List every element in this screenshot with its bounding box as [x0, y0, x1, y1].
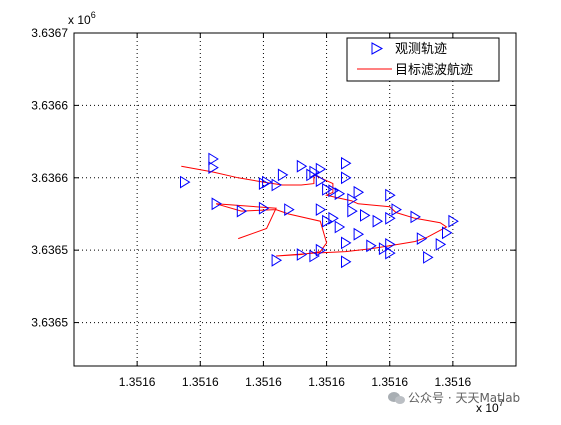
- legend-label-observed: 观测轨迹: [395, 41, 447, 56]
- observed-point: [378, 242, 390, 256]
- observed-point: [211, 197, 223, 211]
- observed-point: [309, 249, 320, 263]
- observed-point: [410, 210, 421, 224]
- observed-point: [296, 248, 308, 261]
- observed-point: [208, 152, 219, 166]
- observed-point: [372, 214, 384, 228]
- watermark-text: 公众号 · 天天Matlab: [408, 391, 520, 405]
- observed-point: [306, 168, 317, 182]
- observed-point: [334, 187, 346, 201]
- series: [180, 152, 459, 269]
- observed-point: [315, 243, 327, 257]
- observed-point: [258, 201, 270, 215]
- observed-point: [309, 165, 320, 179]
- observed-point: [284, 203, 295, 216]
- observed-point: [341, 171, 352, 185]
- observed-point: [353, 185, 365, 199]
- observed-point: [435, 238, 447, 251]
- observed-point: [322, 214, 333, 228]
- x-tick-label: 1.3516: [182, 375, 219, 389]
- y-tick-label: 3.6366: [31, 98, 68, 112]
- observed-point: [236, 204, 248, 218]
- x-exponent-label: x 107: [476, 398, 504, 415]
- observed-point: [262, 175, 273, 189]
- observed-point: [180, 175, 191, 189]
- x-tick-labels: 1.3516 1.3516 1.3516 1.3516 1.3516 1.3516: [119, 375, 472, 389]
- observed-point: [271, 178, 283, 192]
- x-tick-label: 1.3516: [245, 375, 282, 389]
- observed-point: [296, 159, 308, 173]
- observed-point: [385, 238, 396, 251]
- x-tick-label: 1.3516: [308, 375, 345, 389]
- axes-box: [73, 32, 517, 367]
- observed-point: [353, 227, 365, 241]
- plot-area: [74, 33, 516, 366]
- y-tick-label: 3.6365: [31, 243, 68, 257]
- x-tick-label: 1.3516: [435, 375, 472, 389]
- observed-point: [277, 168, 289, 182]
- observed-point: [366, 239, 377, 253]
- observed-point: [423, 251, 434, 264]
- wechat-icon: [388, 392, 405, 404]
- legend-marker-observed: [371, 42, 384, 55]
- observed-point: [322, 183, 333, 196]
- observed-point: [328, 211, 339, 225]
- legend: 观测轨迹 目标滤波航迹: [346, 37, 500, 82]
- watermark: 公众号 · 天天Matlab: [388, 391, 520, 405]
- observed-point: [341, 255, 352, 269]
- observed-point: [448, 214, 459, 228]
- filtered-track-line: [181, 165, 448, 257]
- x-tick-label: 1.3516: [119, 375, 156, 389]
- observed-point: [347, 193, 358, 206]
- observed-point: [442, 226, 453, 240]
- legend-label-filtered: 目标滤波航迹: [395, 62, 473, 77]
- observed-point: [416, 232, 428, 245]
- observed-point: [347, 204, 358, 218]
- observed-point: [385, 211, 396, 225]
- y-tick-label: 3.6365: [31, 316, 68, 330]
- observed-point: [391, 203, 402, 216]
- y-tick-labels: 3.6365 3.6365 3.6366 3.6366 3.6367: [31, 26, 68, 330]
- observed-point: [385, 246, 396, 260]
- observed-point: [341, 236, 352, 250]
- observed-point: [208, 161, 219, 174]
- observed-point: [315, 174, 327, 188]
- observed-point: [334, 220, 346, 234]
- observed-point: [341, 156, 352, 170]
- observed-point: [315, 203, 327, 216]
- y-tick-label: 3.6366: [31, 171, 68, 185]
- observed-point: [360, 209, 371, 222]
- tick-marks: [74, 32, 516, 366]
- observed-point: [315, 162, 327, 176]
- y-tick-label: 3.6367: [31, 26, 68, 40]
- y-exponent-label: x 106: [68, 10, 96, 27]
- observed-point: [271, 253, 283, 267]
- x-tick-label: 1.3516: [371, 375, 408, 389]
- observed-point: [385, 188, 396, 202]
